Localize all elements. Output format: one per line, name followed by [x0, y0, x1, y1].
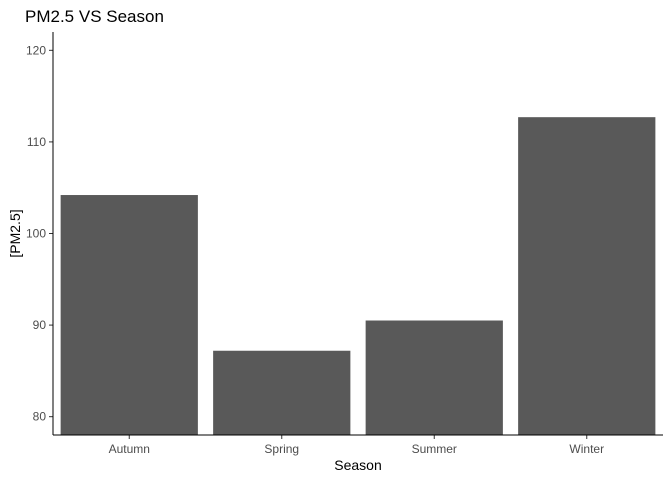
x-axis-ticks: Autumn Spring Summer Winter [109, 435, 604, 456]
chart-title: PM2.5 VS Season [25, 7, 164, 26]
y-tick-label: 120 [26, 43, 46, 57]
x-tick-label: Autumn [109, 442, 150, 456]
x-tick-label: Summer [412, 442, 457, 456]
y-tick-label: 90 [33, 318, 47, 332]
x-axis-title: Season [334, 457, 381, 473]
y-axis-title: [PM2.5] [7, 209, 23, 257]
bar-summer [365, 320, 503, 435]
bar-spring [213, 350, 351, 435]
bar-autumn [60, 195, 198, 435]
y-axis-ticks: 80 90 100 110 120 [26, 43, 53, 424]
y-tick-label: 100 [26, 227, 46, 241]
bars-group [60, 117, 656, 436]
x-tick-label: Winter [569, 442, 604, 456]
bar-winter [518, 117, 656, 436]
x-tick-label: Spring [264, 442, 299, 456]
y-tick-label: 80 [33, 410, 47, 424]
y-tick-label: 110 [27, 135, 46, 149]
